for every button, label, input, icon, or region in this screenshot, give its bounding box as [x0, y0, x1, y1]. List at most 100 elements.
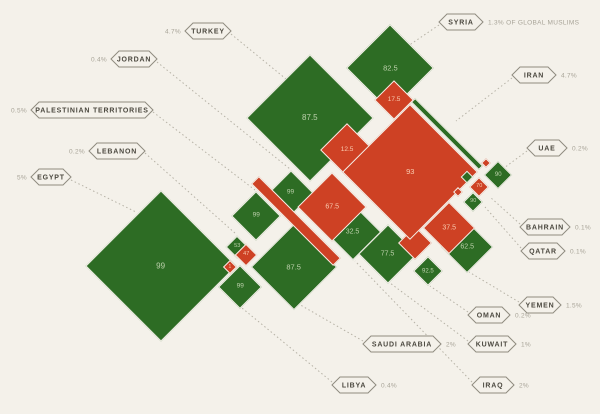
- diamond-iraq-red-value: 67.5: [325, 203, 339, 211]
- hexagon-kuwait: [467, 335, 517, 353]
- label-yemen-pct: 1.5%: [566, 303, 582, 310]
- connector-syria: [407, 24, 440, 47]
- diamond-yemen-green-value: 62.5: [460, 243, 474, 251]
- label-oman-pct: 0.2%: [515, 313, 531, 320]
- connector-libya: [241, 307, 333, 383]
- label-saudi: SAUDI ARABIA 2%: [362, 335, 456, 353]
- label-egypt: EGYPT 5%: [17, 168, 72, 186]
- label-qatar-pct: 0.1%: [570, 249, 586, 256]
- diamond-kuwait-green-value: 77.5: [381, 250, 395, 258]
- connector-iraq: [354, 260, 473, 383]
- label-iraq-name: IRAQ: [483, 383, 504, 390]
- label-iran: IRAN 4.7%: [511, 66, 577, 84]
- connector-saudi: [296, 302, 364, 342]
- diamond-qatar-green-value: 90: [469, 198, 477, 205]
- label-oman: OMAN 0.2%: [467, 306, 531, 324]
- diamond-jordan-green-value: 99: [287, 188, 295, 196]
- label-uae-name: UAE: [538, 146, 555, 153]
- label-bahrain: BAHRAIN 0.1%: [519, 218, 591, 236]
- connector-kuwait: [389, 282, 469, 342]
- hexagon-lebanon: [88, 142, 146, 160]
- label-palestinian: PALESTINIAN TERRITORIES 0.5%: [11, 101, 154, 119]
- diamond-saudi-green-value: 87.5: [286, 262, 302, 272]
- connector-palestinian: [152, 111, 256, 191]
- diamond-oman-green-value: 92.5: [422, 268, 434, 274]
- label-bahrain-name: BAHRAIN: [526, 225, 564, 232]
- label-jordan-name: JORDAN: [117, 57, 151, 64]
- diamond-syria-red-value: 17.5: [387, 95, 401, 103]
- hexagon-saudi: [362, 335, 442, 353]
- label-oman-name: OMAN: [477, 313, 502, 320]
- label-jordan-pct: 0.4%: [91, 57, 107, 64]
- label-lebanon: LEBANON 0.2%: [69, 142, 146, 160]
- label-iraq: IRAQ 2%: [471, 376, 529, 394]
- label-palestinian-name: PALESTINIAN TERRITORIES: [35, 108, 148, 115]
- label-palestinian-pct: 0.5%: [11, 108, 27, 115]
- diamond-uae-green-value: 90: [494, 172, 502, 178]
- hexagon-bahrain: [519, 218, 571, 236]
- label-bahrain-pct: 0.1%: [575, 225, 591, 232]
- label-iran-pct: 4.7%: [561, 73, 577, 80]
- label-qatar-name: QATAR: [529, 249, 557, 256]
- label-lebanon-name: LEBANON: [97, 149, 137, 156]
- label-kuwait: KUWAIT 1%: [467, 335, 531, 353]
- diamond-egypt-green-value: 99: [156, 261, 166, 270]
- hexagon-iraq: [471, 376, 515, 394]
- connector-turkey: [230, 33, 287, 80]
- connector-bahrain: [489, 196, 521, 225]
- diamond-bahrain-red-value: 70: [475, 183, 483, 190]
- hexagon-qatar: [520, 242, 566, 260]
- label-libya-name: LIBYA: [342, 383, 366, 390]
- diamond-egypt-red-value: 1: [228, 263, 232, 270]
- label-saudi-name: SAUDI ARABIA: [372, 342, 432, 349]
- label-yemen: YEMEN 1.5%: [518, 296, 582, 314]
- label-syria: SYRIA 1.3% OF GLOBAL MUSLIMS: [438, 13, 580, 31]
- diamond-palestinian-green-value: 99: [252, 211, 260, 219]
- hexagon-turkey: [184, 22, 232, 40]
- label-uae-pct: 0.2%: [572, 146, 588, 153]
- label-iraq-pct: 2%: [519, 383, 529, 390]
- label-saudi-pct: 2%: [446, 342, 456, 349]
- label-qatar: QATAR 0.1%: [520, 242, 586, 260]
- diamond-yemen-red-value: 37.5: [442, 224, 456, 232]
- connector-oman: [429, 285, 469, 313]
- label-uae: UAE 0.2%: [526, 139, 588, 157]
- label-iran-name: IRAN: [524, 73, 544, 80]
- label-turkey: TURKEY 4.7%: [165, 22, 232, 40]
- label-libya: LIBYA 0.4%: [331, 376, 397, 394]
- diamond-iran-red-value: 93: [405, 167, 415, 177]
- hexagon-iran: [511, 66, 557, 84]
- diamond-lebanon-red-value: 47: [242, 251, 250, 258]
- label-jordan: JORDAN 0.4%: [91, 50, 158, 68]
- connector-qatar: [484, 206, 522, 249]
- label-syria-pct: 1.3% OF GLOBAL MUSLIMS: [488, 20, 580, 27]
- label-egypt-name: EGYPT: [37, 175, 65, 182]
- hexagon-jordan: [110, 50, 158, 68]
- label-syria-name: SYRIA: [448, 20, 473, 27]
- diamond-iraq-green-value: 32.5: [346, 228, 360, 236]
- label-turkey-pct: 4.7%: [165, 29, 181, 36]
- hexagon-oman: [467, 306, 511, 324]
- label-libya-pct: 0.4%: [381, 383, 397, 390]
- label-turkey-name: TURKEY: [191, 29, 225, 36]
- label-egypt-pct: 5%: [17, 175, 27, 182]
- hexagon-palestinian: [30, 101, 154, 119]
- hexagon-syria: [438, 13, 484, 31]
- label-lebanon-pct: 0.2%: [69, 149, 85, 156]
- diamond-syria-green-value: 82.5: [382, 63, 398, 73]
- connector-yemen: [468, 271, 520, 303]
- label-yemen-name: YEMEN: [526, 303, 555, 310]
- hexagon-yemen: [518, 296, 562, 314]
- label-kuwait-name: KUWAIT: [476, 342, 508, 349]
- hexagon-uae: [526, 139, 568, 157]
- diamond-libya-green-value: 99: [236, 282, 244, 290]
- hexagon-egypt: [30, 168, 72, 186]
- connector-egypt: [70, 179, 137, 213]
- connector-iran: [455, 77, 513, 122]
- connector-uae: [503, 150, 528, 169]
- diamond-turkey-red-value: 12.5: [340, 145, 354, 153]
- label-kuwait-pct: 1%: [521, 342, 531, 349]
- hexagon-libya: [331, 376, 377, 394]
